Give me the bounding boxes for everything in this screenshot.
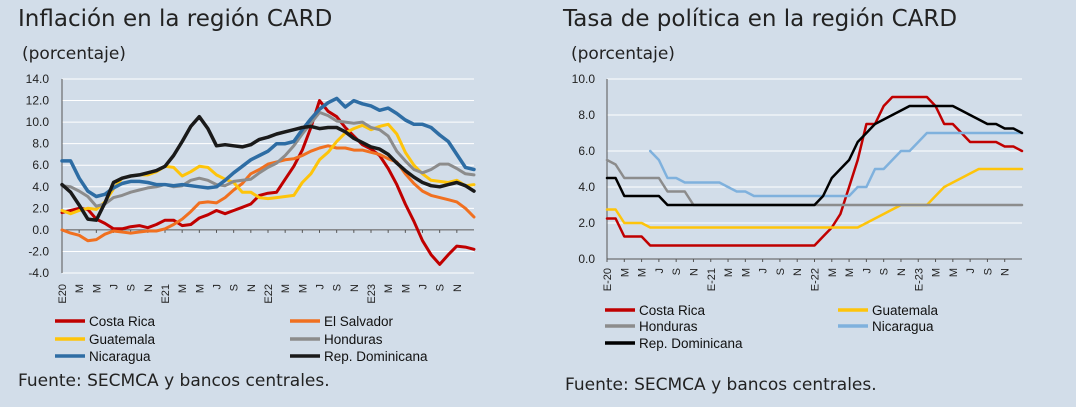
x-tick-label: J <box>315 284 327 290</box>
y-tick-label: -4.0 <box>28 266 49 280</box>
x-tick-label: M <box>637 268 649 277</box>
x-tick-label: S <box>775 268 787 275</box>
x-tick-label: J <box>758 268 770 274</box>
x-tick-label: M <box>177 284 189 293</box>
chart-title-inflation: Inflación en la región CARD <box>18 6 333 32</box>
chart-source-policy-rate: Fuente: SECMCA y bancos centrales. <box>565 375 877 395</box>
x-tick-label: M <box>740 268 752 277</box>
chart-title-policy-rate: Tasa de política en la región CARD <box>563 6 958 32</box>
y-tick-label: 12.0 <box>26 94 50 108</box>
x-tick-label: E21 <box>160 284 172 304</box>
x-tick-label: M <box>194 284 206 293</box>
x-tick-label: N <box>246 284 258 292</box>
chart-subtitle-policy-rate: (porcentaje) <box>571 44 675 64</box>
y-tick-label: 4.0 <box>32 180 49 194</box>
y-tick-label: 10.0 <box>26 115 50 129</box>
y-tick-label: 6.0 <box>32 158 49 172</box>
series-line-costa-rica <box>605 95 1024 247</box>
legend-label-guatemala: Guatemala <box>89 332 156 347</box>
x-tick-label: J <box>654 268 666 274</box>
y-tick-label: 4.0 <box>578 180 595 194</box>
y-tick-label: 0.0 <box>578 252 595 266</box>
series-line-costa-rica <box>60 99 476 266</box>
series-line-nicaragua <box>648 131 1024 198</box>
y-tick-label: 2.0 <box>32 201 49 215</box>
series-line-nicaragua <box>60 96 476 199</box>
x-tick-label: J <box>109 284 121 290</box>
legend-label-costa-rica: Costa Rica <box>639 303 706 318</box>
x-tick-label: S <box>435 284 447 291</box>
series-line-guatemala <box>605 167 1024 229</box>
x-tick-label: N <box>452 284 464 292</box>
x-tick-label: E-22 <box>810 268 822 291</box>
x-tick-label: E-20 <box>602 268 614 291</box>
x-tick-label: J <box>965 268 977 274</box>
x-tick-label: N <box>143 284 155 292</box>
x-tick-label: E-23 <box>913 268 925 291</box>
series-line-rep-dominicana <box>60 114 476 222</box>
x-tick-label: N <box>688 268 700 276</box>
series-line-el-salvador <box>60 144 476 243</box>
x-tick-label: M <box>931 268 943 277</box>
x-tick-label: S <box>332 284 344 291</box>
legend-label-guatemala: Guatemala <box>872 303 939 318</box>
series-line-honduras <box>605 158 1024 207</box>
chart-subtitle-inflation: (porcentaje) <box>22 44 126 64</box>
legend-label-honduras: Honduras <box>639 319 698 334</box>
x-tick-label: N <box>792 268 804 276</box>
x-tick-label: M <box>383 284 395 293</box>
legend-label-costa-rica: Costa Rica <box>89 314 156 329</box>
legend-label-el-salvador: El Salvador <box>324 314 394 329</box>
legend-label-honduras: Honduras <box>324 332 383 347</box>
x-tick-label: M <box>948 268 960 277</box>
x-tick-label: M <box>280 284 292 293</box>
legend-label-nicaragua: Nicaragua <box>872 319 934 334</box>
x-tick-label: M <box>827 268 839 277</box>
y-tick-label: 2.0 <box>578 216 595 230</box>
x-tick-label: M <box>844 268 856 277</box>
y-tick-label: -2.0 <box>28 244 49 258</box>
x-tick-label: J <box>418 284 430 290</box>
x-tick-label: M <box>91 284 103 293</box>
x-tick-label: N <box>1000 268 1012 276</box>
y-tick-label: 0.0 <box>32 223 49 237</box>
y-tick-label: 8.0 <box>32 137 49 151</box>
series-line-honduras <box>60 110 476 208</box>
x-tick-label: J <box>861 268 873 274</box>
y-tick-label: 8.0 <box>578 108 595 122</box>
x-tick-label: N <box>349 284 361 292</box>
x-tick-label: J <box>212 284 224 290</box>
x-tick-label: E20 <box>57 284 69 304</box>
x-tick-label: S <box>126 284 138 291</box>
x-tick-label: M <box>619 268 631 277</box>
x-tick-label: N <box>896 268 908 276</box>
x-tick-label: E-21 <box>706 268 718 291</box>
x-tick-label: E23 <box>366 284 378 304</box>
x-tick-label: M <box>297 284 309 293</box>
y-tick-label: 6.0 <box>578 144 595 158</box>
x-tick-label: M <box>74 284 86 293</box>
y-tick-label: 14.0 <box>26 72 50 86</box>
chart-policy-rate: 10.08.06.04.02.00.0E-20 M M J S N E-21 M M J S N E-2… <box>572 72 1024 351</box>
x-tick-label: M <box>400 284 412 293</box>
chart-source-inflation: Fuente: SECMCA y bancos centrales. <box>18 371 330 391</box>
x-tick-label: S <box>671 268 683 275</box>
legend-label-rep-dominicana: Rep. Dominicana <box>324 349 428 364</box>
legend-label-nicaragua: Nicaragua <box>89 349 151 364</box>
x-tick-label: S <box>879 268 891 275</box>
x-tick-label: M <box>723 268 735 277</box>
x-tick-label: S <box>982 268 994 275</box>
legend-label-rep-dominicana: Rep. Dominicana <box>639 336 743 351</box>
y-tick-label: 10.0 <box>572 72 596 86</box>
x-tick-label: E22 <box>263 284 275 304</box>
series-line-rep-dominicana <box>605 104 1024 207</box>
x-tick-label: S <box>229 284 241 291</box>
